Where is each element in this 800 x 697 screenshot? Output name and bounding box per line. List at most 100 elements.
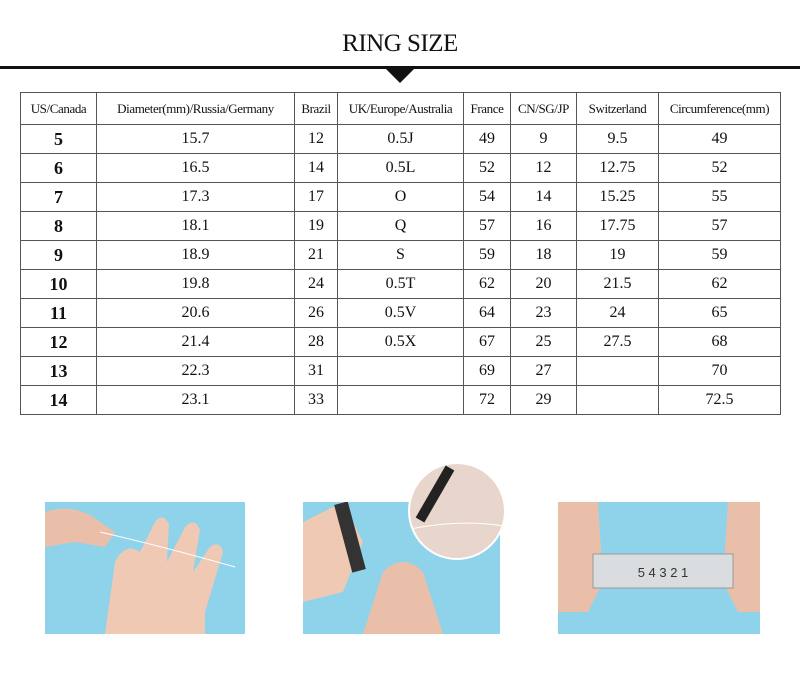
photo-measure-with-ruler: 5 4 3 2 1 [558,502,760,634]
table-cell: 12 [294,124,338,154]
table-cell: 23.1 [96,385,295,415]
table-cell: 57 [658,211,781,241]
table-cell: 29 [510,385,577,415]
photo-wrap-string-around-finger [45,502,245,634]
column-header: CN/SG/JP [510,92,577,125]
table-cell: 18.9 [96,240,295,270]
table-cell: 19 [576,240,659,270]
table-cell: 24 [576,298,659,328]
table-cell [337,385,464,415]
table-row: 11 20.6 26 0.5V 64 23 24 65 [20,298,781,328]
table-cell: 18.1 [96,211,295,241]
table-cell: 57 [463,211,511,241]
table-cell: 62 [658,269,781,299]
table-cell: 52 [658,153,781,183]
table-cell: 23 [510,298,577,328]
table-cell: 17.75 [576,211,659,241]
table-cell: 0.5X [337,327,464,357]
table-cell: 20.6 [96,298,295,328]
ruler-label: 5 4 3 2 1 [638,565,689,580]
table-cell: 8 [20,211,97,241]
table-cell: 62 [463,269,511,299]
table-row: 6 16.5 14 0.5L 52 12 12.75 52 [20,153,781,183]
table-cell [576,356,659,386]
photo-inset-closeup [408,462,506,560]
title-divider [0,66,800,69]
table-cell: 70 [658,356,781,386]
table-cell: 17 [294,182,338,212]
table-cell: 6 [20,153,97,183]
table-cell: 12 [510,153,577,183]
table-cell: 59 [658,240,781,270]
table-cell: 25 [510,327,577,357]
table-row: 8 18.1 19 Q 57 16 17.75 57 [20,211,781,241]
table-cell: S [337,240,464,270]
table-cell: 21.5 [576,269,659,299]
table-cell: 72 [463,385,511,415]
table-cell: 0.5J [337,124,464,154]
table-cell: Q [337,211,464,241]
table-row: 5 15.7 12 0.5J 49 9 9.5 49 [20,124,781,154]
table-cell: 18 [510,240,577,270]
table-cell: 14 [20,385,97,415]
table-cell: 15.25 [576,182,659,212]
table-cell: 31 [294,356,338,386]
table-cell: 7 [20,182,97,212]
table-cell: 49 [463,124,511,154]
column-header: US/Canada [20,92,97,125]
table-cell: 0.5L [337,153,464,183]
table-cell: 19.8 [96,269,295,299]
table-cell: 0.5V [337,298,464,328]
down-arrow-icon [386,69,414,83]
table-cell: 54 [463,182,511,212]
table-row: 13 22.3 31 69 27 70 [20,356,781,386]
table-row: 9 18.9 21 S 59 18 19 59 [20,240,781,270]
table-cell: 28 [294,327,338,357]
table-cell: 65 [658,298,781,328]
table-row: 7 17.3 17 O 54 14 15.25 55 [20,182,781,212]
table-row: 14 23.1 33 72 29 72.5 [20,385,781,415]
table-row: 10 19.8 24 0.5T 62 20 21.5 62 [20,269,781,299]
column-header: UK/Europe/Australia [337,92,464,125]
table-cell: 55 [658,182,781,212]
table-cell: 20 [510,269,577,299]
table-cell: 67 [463,327,511,357]
column-header: France [463,92,511,125]
table-cell: 12.75 [576,153,659,183]
table-cell: 22.3 [96,356,295,386]
table-cell: 11 [20,298,97,328]
table-cell: 17.3 [96,182,295,212]
table-cell [576,385,659,415]
table-cell: 27.5 [576,327,659,357]
table-header-row: US/Canada Diameter(mm)/Russia/Germany Braz… [20,92,781,125]
ring-size-table: US/Canada Diameter(mm)/Russia/Germany Braz… [20,92,781,415]
table-cell: 72.5 [658,385,781,415]
table-cell: 16.5 [96,153,295,183]
table-cell: 15.7 [96,124,295,154]
table-cell: 26 [294,298,338,328]
table-cell: 69 [463,356,511,386]
table-cell: 12 [20,327,97,357]
table-cell: 21 [294,240,338,270]
table-cell: 16 [510,211,577,241]
column-header: Brazil [294,92,338,125]
table-cell: 27 [510,356,577,386]
column-header: Diameter(mm)/Russia/Germany [96,92,295,125]
table-cell: 14 [294,153,338,183]
table-cell: 24 [294,269,338,299]
table-cell: 13 [20,356,97,386]
table-cell: 19 [294,211,338,241]
table-row: 12 21.4 28 0.5X 67 25 27.5 68 [20,327,781,357]
table-cell: 5 [20,124,97,154]
table-cell: 64 [463,298,511,328]
table-cell: 10 [20,269,97,299]
table-cell: 21.4 [96,327,295,357]
table-cell: 9 [510,124,577,154]
table-cell: 14 [510,182,577,212]
table-cell: 9 [20,240,97,270]
page-title: RING SIZE [342,30,458,57]
table-cell [337,356,464,386]
table-cell: 59 [463,240,511,270]
table-cell: 68 [658,327,781,357]
table-cell: O [337,182,464,212]
